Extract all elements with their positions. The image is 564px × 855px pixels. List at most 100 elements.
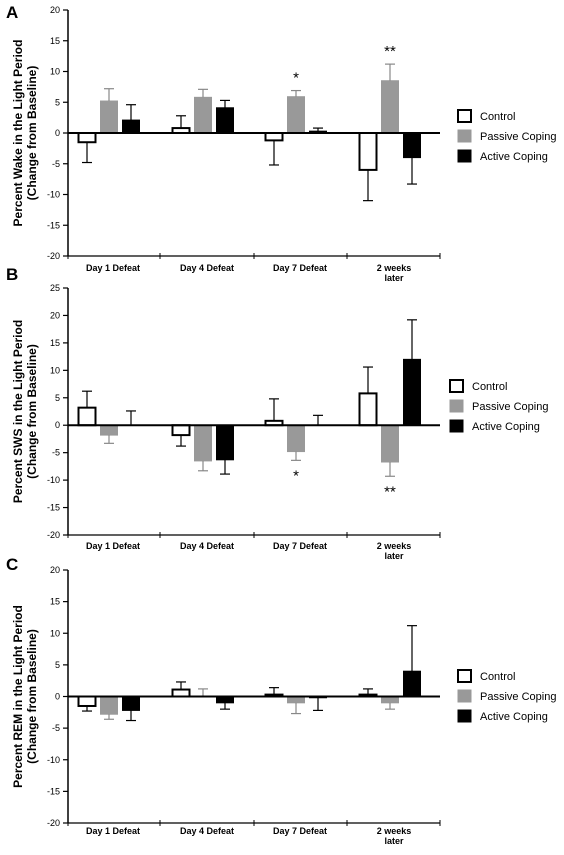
y-tick-label: 20 xyxy=(50,310,60,320)
panel-letter: B xyxy=(6,265,18,284)
legend-label: Control xyxy=(480,111,515,123)
legend-swatch-active-coping xyxy=(458,150,471,162)
y-axis-label-line: Percent REM in the Light Period xyxy=(11,605,25,788)
bar-passive-coping xyxy=(101,101,118,133)
bar-control xyxy=(360,393,377,425)
significance-annotation: ** xyxy=(384,483,396,500)
category-label: Day 4 Defeat xyxy=(180,826,234,836)
bar-active-coping xyxy=(123,697,140,711)
legend: Control Passive Coping Active Coping xyxy=(458,670,556,723)
category-label-line: later xyxy=(384,836,404,846)
legend-swatch-passive-coping xyxy=(450,400,463,412)
legend-label: Control xyxy=(472,381,507,393)
legend-swatch-control xyxy=(458,670,471,682)
category-label: Day 1 Defeat xyxy=(86,826,140,836)
legend: Control Passive Coping Active Coping xyxy=(458,110,556,163)
y-tick-label: -5 xyxy=(52,448,60,458)
legend-label: Active Coping xyxy=(480,711,548,723)
y-tick-label: 15 xyxy=(50,338,60,348)
bar-active-coping xyxy=(217,425,234,460)
legend-label: Active Coping xyxy=(480,151,548,163)
bar-control xyxy=(173,690,190,697)
legend-label: Active Coping xyxy=(472,421,540,433)
panel-letter: C xyxy=(6,555,18,574)
bar-passive-coping xyxy=(195,97,212,133)
category-label-line: Day 4 Defeat xyxy=(180,541,234,551)
category-label-line: Day 4 Defeat xyxy=(180,263,234,273)
y-tick-label: 15 xyxy=(50,36,60,46)
category-label-line: Day 1 Defeat xyxy=(86,826,140,836)
category-label: Day 7 Defeat xyxy=(273,541,327,551)
category-label: Day 4 Defeat xyxy=(180,263,234,273)
bar-active-coping xyxy=(404,359,421,425)
category-label: Day 1 Defeat xyxy=(86,263,140,273)
bar-passive-coping xyxy=(195,425,212,461)
legend-label: Passive Coping xyxy=(472,401,548,413)
panel-letter: A xyxy=(6,3,18,22)
significance-annotation: * xyxy=(293,467,299,484)
legend-label: Passive Coping xyxy=(480,691,556,703)
y-axis-label: Percent REM in the Light Period(Change f… xyxy=(11,605,39,788)
y-tick-label: -5 xyxy=(52,159,60,169)
y-tick-label: -15 xyxy=(47,220,60,230)
y-tick-label: 5 xyxy=(55,97,60,107)
significance-annotation: ** xyxy=(384,43,396,60)
category-label-line: Day 7 Defeat xyxy=(273,541,327,551)
legend-swatch-control xyxy=(450,380,463,392)
y-tick-label: -15 xyxy=(47,786,60,796)
y-tick-label: 5 xyxy=(55,393,60,403)
y-tick-label: -20 xyxy=(47,251,60,261)
bar-passive-coping xyxy=(382,81,399,133)
legend-swatch-passive-coping xyxy=(458,130,471,142)
bar-control xyxy=(79,133,96,142)
y-axis-label-line: (Change from Baseline) xyxy=(25,344,39,479)
category-label-line: Day 1 Defeat xyxy=(86,263,140,273)
panel-c: C Percent REM in the Light Period(Change … xyxy=(6,555,556,846)
y-tick-label: 20 xyxy=(50,565,60,575)
bar-active-coping xyxy=(123,120,140,133)
y-tick-label: 0 xyxy=(55,128,60,138)
bar-passive-coping xyxy=(382,425,399,462)
category-label: Day 4 Defeat xyxy=(180,541,234,551)
bar-control xyxy=(173,425,190,435)
y-tick-label: 5 xyxy=(55,660,60,670)
category-label-line: Day 1 Defeat xyxy=(86,541,140,551)
y-tick-label: -20 xyxy=(47,530,60,540)
bar-passive-coping xyxy=(101,697,118,715)
legend-swatch-passive-coping xyxy=(458,690,471,702)
legend-label: Passive Coping xyxy=(480,131,556,143)
y-axis-label: Percent SWS in the Light Period(Change f… xyxy=(11,320,39,503)
y-tick-label: 0 xyxy=(55,420,60,430)
bar-passive-coping xyxy=(288,97,305,133)
category-label: Day 7 Defeat xyxy=(273,826,327,836)
bar-active-coping xyxy=(217,108,234,133)
bar-control xyxy=(266,133,283,140)
y-tick-label: -10 xyxy=(47,190,60,200)
bar-control xyxy=(360,133,377,170)
bar-active-coping xyxy=(404,671,421,696)
significance-annotation: * xyxy=(293,70,299,87)
y-tick-label: 20 xyxy=(50,5,60,15)
legend-swatch-active-coping xyxy=(458,710,471,722)
category-label-line: Day 7 Defeat xyxy=(273,826,327,836)
y-tick-label: -10 xyxy=(47,755,60,765)
y-axis-label-line: Percent Wake in the Light Period xyxy=(11,40,25,227)
category-label-line: 2 weeks xyxy=(377,541,412,551)
category-label-line: later xyxy=(384,273,404,283)
y-tick-label: 10 xyxy=(50,67,60,77)
bar-passive-coping xyxy=(288,425,305,451)
y-tick-label: 0 xyxy=(55,692,60,702)
legend-swatch-control xyxy=(458,110,471,122)
bar-active-coping xyxy=(404,133,421,158)
y-tick-label: -5 xyxy=(52,723,60,733)
y-tick-label: 25 xyxy=(50,283,60,293)
y-tick-label: -10 xyxy=(47,475,60,485)
legend-label: Control xyxy=(480,671,515,683)
y-tick-label: 10 xyxy=(50,628,60,638)
bar-control xyxy=(79,408,96,426)
category-label-line: 2 weeks xyxy=(377,263,412,273)
